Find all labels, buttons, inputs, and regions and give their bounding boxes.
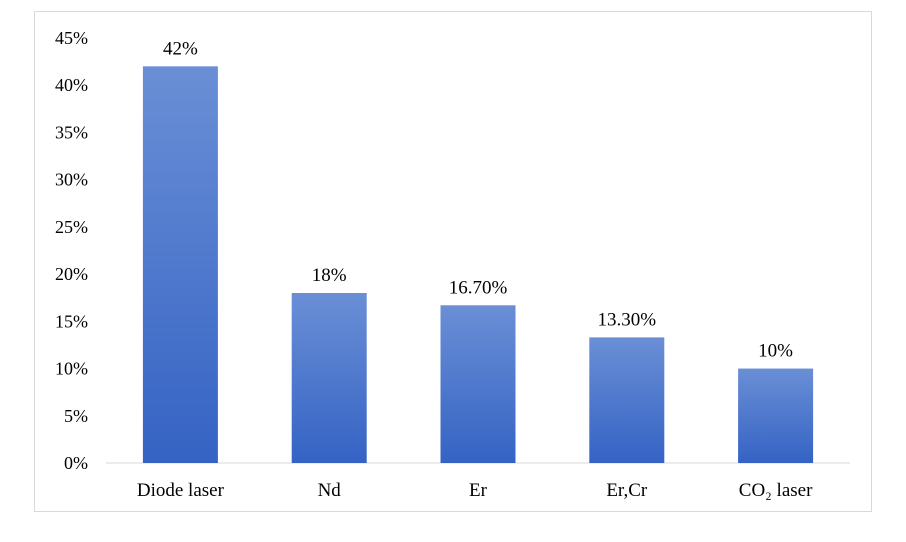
data-label: 16.70%: [449, 277, 508, 298]
category-label: Nd: [318, 480, 342, 501]
data-label: 13.30%: [598, 309, 657, 330]
data-label: 42%: [163, 38, 198, 59]
bar-nd: [291, 293, 367, 463]
category-label: Er: [469, 480, 488, 501]
y-tick-label: 20%: [55, 264, 88, 284]
category-label: Er,Cr: [606, 480, 648, 501]
y-axis-tick-labels: 0% 5% 10% 15% 20% 25% 30% 35% 40% 45%: [55, 28, 88, 473]
bars: [142, 66, 814, 463]
y-tick-label: 25%: [55, 217, 88, 237]
y-tick-label: 45%: [55, 28, 88, 48]
data-label: 18%: [312, 265, 347, 286]
bar-diode-laser: [142, 66, 218, 463]
y-tick-label: 5%: [64, 406, 88, 426]
bar-er: [440, 305, 516, 463]
y-tick-label: 30%: [55, 170, 88, 190]
data-labels: 42% 18% 16.70% 13.30% 10%: [163, 38, 793, 361]
y-tick-label: 35%: [55, 122, 88, 142]
bar-co-laser: [738, 368, 814, 463]
category-label: CO₂ laser: [739, 480, 813, 501]
bar-er-cr: [589, 337, 665, 463]
y-tick-label: 15%: [55, 311, 88, 331]
category-label: Diode laser: [137, 480, 225, 501]
x-axis-category-labels: Diode laser Nd Er Er,Cr CO₂ laser: [137, 480, 813, 501]
data-label: 10%: [758, 341, 793, 362]
y-tick-label: 0%: [64, 453, 88, 473]
y-tick-label: 10%: [55, 359, 88, 379]
y-tick-label: 40%: [55, 75, 88, 95]
